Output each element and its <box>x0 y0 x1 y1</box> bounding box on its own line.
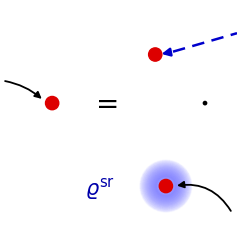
Circle shape <box>163 183 169 189</box>
Circle shape <box>158 178 173 194</box>
Circle shape <box>163 183 169 189</box>
Circle shape <box>159 179 173 193</box>
Circle shape <box>164 184 168 188</box>
Circle shape <box>157 178 174 195</box>
Circle shape <box>165 185 167 187</box>
Circle shape <box>165 185 167 187</box>
Circle shape <box>162 182 170 190</box>
Circle shape <box>161 181 171 191</box>
Circle shape <box>164 185 167 187</box>
Circle shape <box>161 181 171 191</box>
Circle shape <box>162 182 170 190</box>
Circle shape <box>157 177 175 195</box>
Text: $=$: $=$ <box>90 89 118 117</box>
Circle shape <box>163 183 169 189</box>
Circle shape <box>149 48 162 61</box>
Circle shape <box>159 179 173 193</box>
Circle shape <box>164 184 168 188</box>
Circle shape <box>165 185 167 187</box>
Circle shape <box>162 182 170 190</box>
Circle shape <box>164 184 168 188</box>
Circle shape <box>46 96 59 110</box>
Circle shape <box>160 180 172 192</box>
Circle shape <box>161 182 170 191</box>
Circle shape <box>162 182 169 190</box>
Circle shape <box>159 179 173 193</box>
Circle shape <box>160 180 172 192</box>
Circle shape <box>158 178 174 194</box>
Circle shape <box>163 183 169 189</box>
Circle shape <box>160 180 172 192</box>
Circle shape <box>162 182 170 190</box>
Circle shape <box>165 185 167 187</box>
Circle shape <box>158 178 174 194</box>
Circle shape <box>164 184 168 188</box>
Circle shape <box>203 101 207 105</box>
Circle shape <box>164 184 168 188</box>
Circle shape <box>159 179 173 193</box>
Text: $\varrho^{\mathrm{sr}}$: $\varrho^{\mathrm{sr}}$ <box>85 177 114 203</box>
Circle shape <box>162 182 169 190</box>
Circle shape <box>157 177 175 195</box>
Circle shape <box>161 182 170 191</box>
Circle shape <box>160 181 171 191</box>
Circle shape <box>164 185 167 187</box>
Circle shape <box>163 183 169 189</box>
Circle shape <box>163 183 169 189</box>
Circle shape <box>165 185 167 187</box>
Circle shape <box>164 184 168 188</box>
